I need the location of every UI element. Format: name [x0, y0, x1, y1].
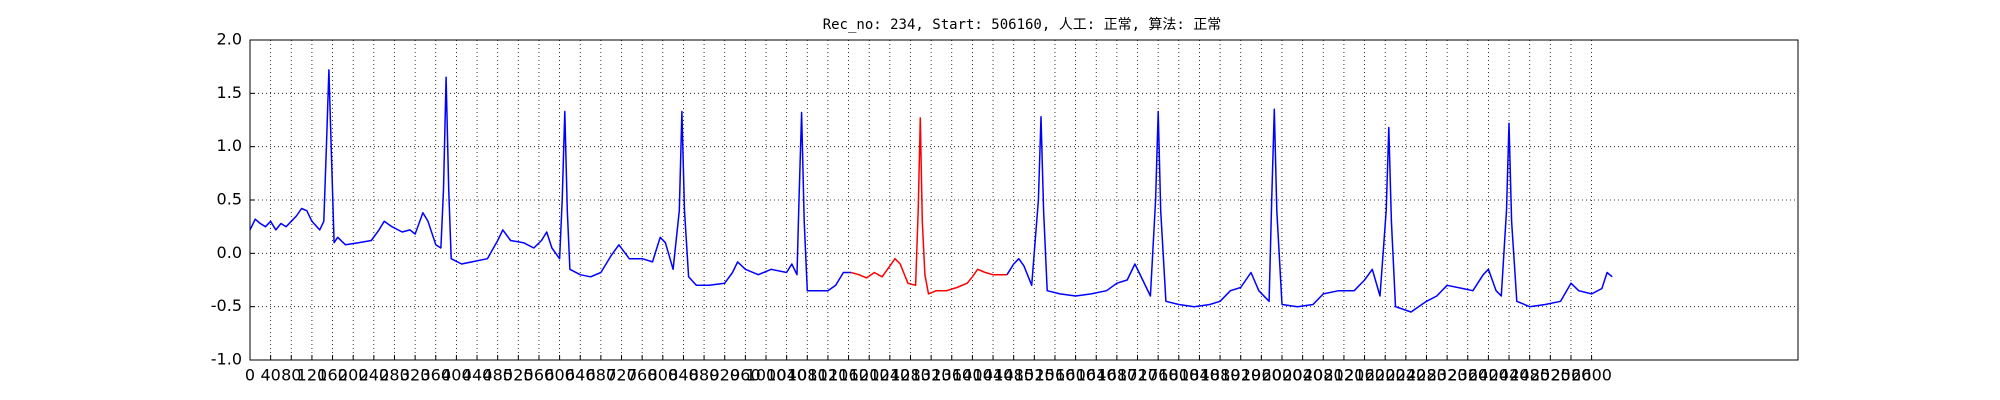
x-tick-label: 1840: [1179, 366, 1220, 385]
ecg-line: [249, 69, 1613, 313]
x-tick-label: 1360: [931, 366, 972, 385]
ecg-line: [850, 117, 1007, 295]
plot-frame: [249, 39, 1799, 361]
x-tick-label: 40: [260, 366, 280, 385]
x-tick-label: 240: [359, 366, 390, 385]
y-tick-label: 1.5: [217, 83, 242, 102]
x-tick-label: 520: [503, 366, 534, 385]
x-tick-label: 120: [297, 366, 328, 385]
x-tick-label: 1040: [766, 366, 807, 385]
chart-title: Rec_no: 234, Start: 506160, 人工: 正常, 算法: …: [823, 17, 1222, 33]
x-tick-label: 440: [462, 366, 493, 385]
x-tick-label: 840: [668, 366, 699, 385]
x-tick-label: 2400: [1468, 366, 1509, 385]
x-tick-label: 200: [338, 366, 369, 385]
x-tick-label: 960: [730, 366, 761, 385]
x-tick-label: 280: [379, 366, 410, 385]
x-tick-label: 1760: [1138, 366, 1179, 385]
x-tick-label: 2320: [1427, 366, 1468, 385]
x-tick-label: 720: [606, 366, 637, 385]
x-tick-label: 1480: [993, 366, 1034, 385]
x-tick-label: 80: [281, 366, 301, 385]
x-tick-label: 1080: [787, 366, 828, 385]
x-tick-label: 2040: [1282, 366, 1323, 385]
x-tick-label: 1320: [911, 366, 952, 385]
x-tick-label: 2440: [1489, 366, 1530, 385]
x-tick-label: 1160: [828, 366, 869, 385]
x-tick-label: 2160: [1344, 366, 1385, 385]
x-tick-label: 600: [544, 366, 575, 385]
x-tick-label: 1720: [1117, 366, 1158, 385]
x-tick-label: 2280: [1406, 366, 1447, 385]
x-tick-label: 800: [648, 366, 679, 385]
x-tick-label: 760: [627, 366, 658, 385]
x-tick-label: 2240: [1385, 366, 1426, 385]
x-tick-label: 0: [245, 366, 255, 385]
y-tick-label: 0.0: [217, 243, 242, 262]
x-tick-label: 1400: [952, 366, 993, 385]
x-tick-label: 1600: [1055, 366, 1096, 385]
x-tick-label: 160: [317, 366, 348, 385]
x-tick-label: 1960: [1241, 366, 1282, 385]
x-tick-label: 400: [441, 366, 472, 385]
x-tick-label: 1280: [890, 366, 931, 385]
y-tick-label: -1.0: [211, 350, 242, 369]
x-tick-label: 1920: [1220, 366, 1261, 385]
x-tick-label: 360: [420, 366, 451, 385]
y-tick-label: 0.5: [217, 190, 242, 209]
x-tick-label: 320: [400, 366, 431, 385]
x-tick-label: 1880: [1200, 366, 1241, 385]
x-tick-label: 480: [482, 366, 513, 385]
y-tick-label: -0.5: [211, 296, 242, 315]
x-tick-label: 2480: [1509, 366, 1550, 385]
x-tick-label: 2560: [1551, 366, 1592, 385]
x-tick-label: 1640: [1076, 366, 1117, 385]
y-tick-label: 1.0: [217, 136, 242, 155]
x-tick-label: 2520: [1530, 366, 1571, 385]
y-tick-label: 2.0: [217, 30, 242, 49]
x-tick-label: 1800: [1158, 366, 1199, 385]
x-tick-label: 1440: [973, 366, 1014, 385]
x-tick-label: 2120: [1324, 366, 1365, 385]
x-tick-label: 2080: [1303, 366, 1344, 385]
x-tick-label: 1000: [746, 366, 787, 385]
x-tick-label: 560: [524, 366, 555, 385]
x-tick-label: 880: [689, 366, 720, 385]
x-tick-label: 640: [565, 366, 596, 385]
x-tick-label: 2000: [1262, 366, 1303, 385]
x-tick-label: 1680: [1097, 366, 1138, 385]
x-tick-label: 680: [586, 366, 617, 385]
x-tick-label: 1120: [808, 366, 849, 385]
x-tick-label: 1200: [849, 366, 890, 385]
x-tick-label: 1560: [1035, 366, 1076, 385]
x-tick-label: 1240: [869, 366, 910, 385]
x-tick-label: 1520: [1014, 366, 1055, 385]
x-tick-label: 2600: [1571, 366, 1612, 385]
x-tick-label: 2200: [1365, 366, 1406, 385]
x-tick-label: 2360: [1447, 366, 1488, 385]
x-tick-label: 920: [709, 366, 740, 385]
